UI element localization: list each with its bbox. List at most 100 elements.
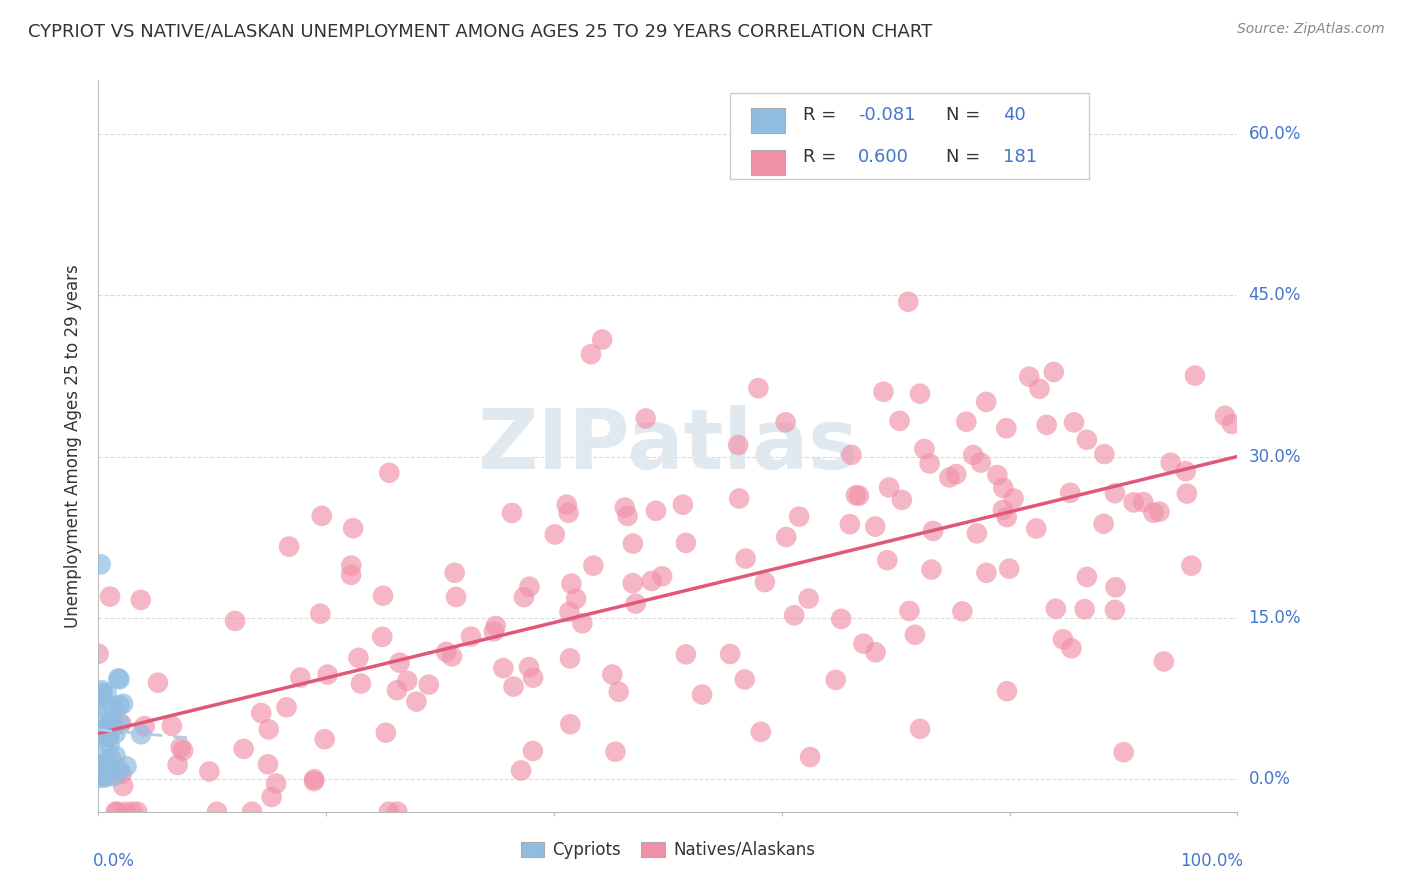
Point (634, 411, 657, 425)
Point (314, 732, 336, 747)
Point (522, 744, 544, 758)
Point (1104, 486, 1126, 500)
Point (405, 695, 427, 709)
Point (90, 758, 112, 772)
Point (1042, 365, 1064, 379)
Point (1142, 506, 1164, 520)
Point (108, 673, 131, 687)
Point (672, 498, 695, 512)
Point (560, 717, 582, 731)
Point (224, 614, 246, 628)
Point (260, 789, 283, 804)
Point (734, 551, 756, 566)
Point (388, 656, 411, 670)
Point (93, 700, 115, 714)
Point (492, 661, 515, 675)
Point (602, 667, 624, 681)
Point (908, 386, 931, 401)
Point (97, 720, 120, 734)
Point (876, 553, 898, 567)
Point (302, 774, 325, 789)
Text: N =: N = (946, 106, 986, 124)
Point (848, 489, 870, 503)
Point (613, 500, 636, 515)
Point (166, 758, 188, 772)
Point (134, 719, 156, 733)
Point (605, 745, 627, 759)
Point (172, 743, 194, 757)
Point (579, 347, 602, 361)
Point (87, 757, 110, 772)
Point (845, 488, 868, 502)
Point (387, 805, 409, 819)
Point (995, 421, 1018, 435)
Point (460, 630, 482, 644)
Point (278, 540, 301, 554)
Text: -0.081: -0.081 (858, 106, 915, 124)
Point (1153, 655, 1175, 669)
Text: CYPRIOT VS NATIVE/ALASKAN UNEMPLOYMENT AMONG AGES 25 TO 29 YEARS CORRELATION CHA: CYPRIOT VS NATIVE/ALASKAN UNEMPLOYMENT A… (28, 22, 932, 40)
Point (96, 719, 118, 733)
Point (108, 717, 131, 731)
Point (1149, 505, 1171, 519)
Point (340, 568, 363, 582)
Point (651, 569, 673, 583)
Point (986, 468, 1008, 483)
Point (904, 628, 927, 642)
Point (440, 649, 463, 664)
Point (1076, 570, 1098, 584)
Text: 0.0%: 0.0% (1249, 771, 1291, 789)
Point (728, 491, 751, 506)
Point (257, 723, 280, 737)
Point (775, 530, 797, 544)
Point (485, 619, 508, 633)
Point (264, 776, 287, 790)
Point (838, 517, 860, 532)
Point (1122, 495, 1144, 509)
Point (1104, 580, 1126, 594)
Point (96, 730, 118, 744)
Point (517, 660, 540, 674)
Point (945, 467, 967, 482)
Point (995, 684, 1018, 698)
Point (418, 678, 440, 692)
Point (104, 726, 127, 740)
Point (991, 503, 1014, 517)
Point (121, 805, 143, 819)
Point (112, 697, 135, 711)
Point (970, 456, 993, 470)
Point (96, 756, 118, 771)
Point (129, 593, 152, 607)
Point (877, 481, 900, 495)
Point (1175, 486, 1198, 500)
Point (104, 748, 127, 763)
Point (1160, 456, 1182, 470)
Point (89, 692, 111, 706)
Point (97, 731, 120, 745)
Point (1180, 558, 1202, 573)
Point (87, 749, 110, 764)
Point (1092, 447, 1115, 461)
Point (1132, 495, 1154, 509)
Point (920, 563, 942, 577)
Point (1059, 485, 1081, 500)
Point (129, 727, 152, 741)
Point (510, 764, 533, 778)
FancyBboxPatch shape (751, 150, 785, 175)
Point (1052, 632, 1074, 647)
Point (1045, 601, 1067, 615)
Point (350, 676, 373, 690)
Point (830, 612, 852, 626)
FancyBboxPatch shape (731, 93, 1090, 179)
Point (374, 725, 396, 739)
Point (865, 645, 887, 659)
Point (993, 481, 1015, 495)
Point (290, 671, 312, 685)
Point (98, 730, 121, 744)
Point (976, 566, 998, 580)
Point (108, 763, 131, 777)
Point (378, 805, 401, 819)
Point (607, 685, 630, 699)
Point (558, 651, 581, 665)
Point (1035, 417, 1057, 432)
